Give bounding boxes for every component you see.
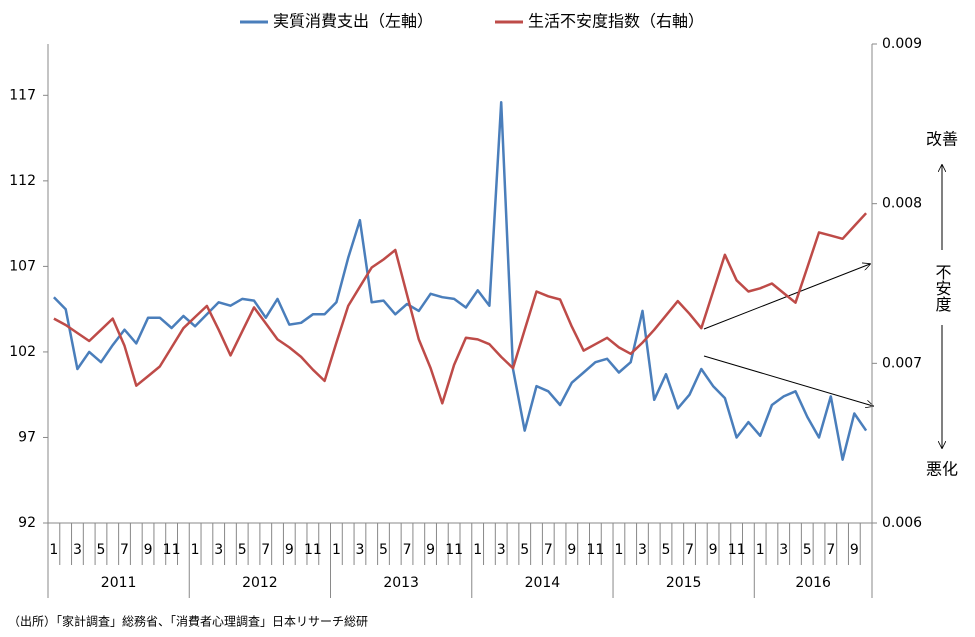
y2-tick-label: 0.008 [882, 196, 922, 212]
y-tick-label: 92 [18, 515, 36, 531]
legend-label: 生活不安度指数（右軸） [528, 12, 704, 31]
series-line [53, 100, 868, 461]
year-label: 2013 [383, 575, 419, 591]
y-tick-label: 112 [9, 173, 36, 189]
year-label: 2016 [795, 575, 831, 591]
x-tick-label: 5 [97, 542, 106, 558]
y2-tick-label: 0.009 [882, 36, 922, 52]
x-tick-label: 5 [238, 542, 247, 558]
year-label: 2015 [666, 575, 702, 591]
x-tick-label: 3 [638, 542, 647, 558]
series-line [53, 212, 868, 405]
x-tick-label: 7 [261, 542, 270, 558]
x-tick-label: 3 [214, 542, 223, 558]
y2-tick-label: 0.007 [882, 355, 922, 371]
year-label: 2014 [525, 575, 561, 591]
x-tick-label: 9 [850, 542, 859, 558]
x-tick-label: 7 [403, 542, 412, 558]
x-tick-label: 5 [662, 542, 671, 558]
x-tick-label: 5 [520, 542, 529, 558]
x-tick-label: 1 [756, 542, 765, 558]
x-tick-label: 11 [586, 542, 604, 558]
annotation: 悪化 [926, 460, 958, 479]
annotation: 不安度 [933, 264, 952, 312]
x-tick-label: 3 [355, 542, 364, 558]
x-tick-label: 11 [445, 542, 463, 558]
annotation: 改善 [926, 130, 958, 149]
y-tick-label: 102 [9, 344, 36, 360]
x-tick-label: 1 [332, 542, 341, 558]
y-tick-label: 107 [9, 258, 36, 274]
x-tick-label: 9 [285, 542, 294, 558]
source: （出所）「家計調査」総務省、「消費者心理調査」日本リサーチ総研 [8, 614, 368, 629]
year-label: 2011 [101, 575, 137, 591]
y-tick-label: 97 [18, 429, 36, 445]
x-tick-label: 1 [614, 542, 623, 558]
x-tick-label: 5 [803, 542, 812, 558]
legend-label: 実質消費支出（左軸） [273, 12, 433, 31]
x-tick-label: 1 [191, 542, 200, 558]
x-tick-label: 7 [826, 542, 835, 558]
y2-tick-label: 0.006 [882, 515, 922, 531]
x-tick-label: 1 [49, 542, 58, 558]
x-tick-label: 9 [426, 542, 435, 558]
x-tick-label: 3 [779, 542, 788, 558]
x-tick-label: 5 [379, 542, 388, 558]
x-tick-label: 3 [497, 542, 506, 558]
arrow [703, 355, 873, 406]
x-tick-label: 7 [544, 542, 553, 558]
x-tick-label: 11 [728, 542, 746, 558]
y-tick-label: 117 [9, 87, 36, 103]
x-tick-label: 7 [120, 542, 129, 558]
x-tick-label: 9 [567, 542, 576, 558]
year-label: 2012 [242, 575, 278, 591]
x-tick-label: 7 [685, 542, 694, 558]
x-tick-label: 11 [304, 542, 322, 558]
x-tick-label: 11 [163, 542, 181, 558]
x-tick-label: 3 [73, 542, 82, 558]
x-tick-label: 9 [709, 542, 718, 558]
x-tick-label: 9 [144, 542, 153, 558]
x-tick-label: 1 [473, 542, 482, 558]
